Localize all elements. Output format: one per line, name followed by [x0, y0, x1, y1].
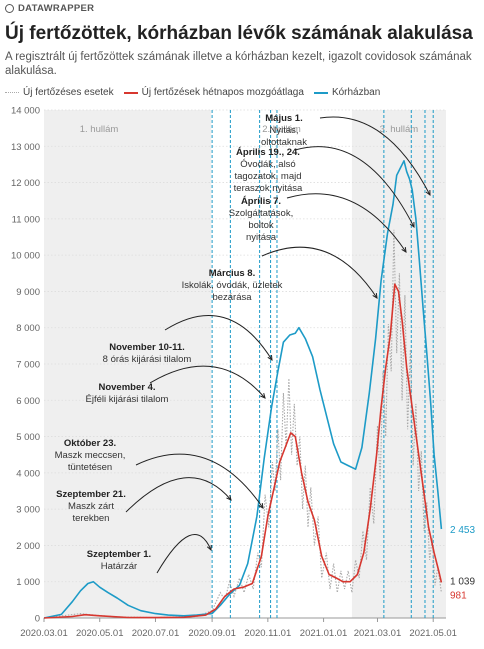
y-tick-label: 13 000 — [11, 142, 40, 153]
annotation-arrow — [261, 246, 378, 299]
y-tick-label: 14 000 — [11, 106, 40, 117]
legend-swatch-hospital — [313, 91, 328, 94]
legend-swatch-daily — [5, 92, 19, 93]
series-line-hospital — [43, 160, 443, 619]
y-tick-label: 1 000 — [16, 577, 40, 588]
wave-label-3: 3. hullám — [380, 124, 419, 135]
annotation-text: Iskolák, óvodák, üzletek — [182, 280, 283, 291]
y-tick-label: 6 000 — [16, 396, 40, 407]
annotation-text: oltottaknak — [261, 137, 307, 148]
annotation-text: 8 órás kijárási tilalom — [103, 354, 192, 365]
legend-swatch-avg — [123, 91, 138, 94]
annotation-text: Maszk meccsen, — [55, 450, 126, 461]
annotation-arrowhead — [409, 221, 415, 229]
annotation-arrow — [286, 193, 407, 253]
series-line-daily-cases — [43, 229, 442, 619]
annotation-title: Április 19., 24. — [236, 147, 300, 158]
annotation-title: Április 7. — [241, 196, 281, 207]
wave-label-1: 1. hullám — [80, 124, 119, 135]
series-line-moving-average — [43, 283, 443, 619]
annotation-arrowhead — [260, 393, 266, 399]
annotation-title: Szeptember 21. — [56, 489, 126, 500]
annotation-text: nyitása — [246, 232, 277, 243]
x-tick-label: 2021.01.01 — [300, 628, 348, 639]
annotation-arrow — [125, 477, 232, 513]
y-tick-label: 2 000 — [16, 541, 40, 552]
y-tick-label: 11 000 — [12, 214, 40, 225]
y-tick-label: 4 000 — [16, 468, 40, 479]
annotation-arrowhead — [226, 495, 232, 501]
x-tick-label: 2020.05.01 — [76, 628, 124, 639]
chart-subtitle: A regisztrált új fertőzöttek számának il… — [5, 51, 472, 77]
end-value-label: 981 — [450, 590, 467, 601]
annotation-text: Óvodák, alsó — [240, 159, 295, 170]
annotation-arrow — [149, 365, 266, 399]
legend: Új fertőzéses esetek Új fertőzések hétna… — [5, 87, 483, 98]
annotation-title: Szeptember 1. — [87, 549, 151, 560]
annotation-text: boltok — [248, 220, 274, 231]
y-tick-label: 12 000 — [11, 178, 40, 189]
annotation-text: Szolgáltatások, — [229, 208, 293, 219]
y-tick-label: 9 000 — [16, 287, 40, 298]
x-tick-label: 2021.05.01 — [409, 628, 457, 639]
end-value-label: 1 039 — [450, 576, 475, 587]
end-value-label: 2 453 — [450, 525, 475, 536]
annotation-arrow — [156, 533, 212, 574]
annotation-title: Március 8. — [209, 268, 255, 279]
annotation-arrow — [319, 116, 431, 196]
annotation-arrow — [164, 315, 273, 361]
annotation-text: teraszok nyitása — [234, 183, 303, 194]
annotation-title: Október 23. — [64, 438, 116, 449]
y-tick-label: 10 000 — [11, 251, 40, 262]
annotation-text: bezárása — [212, 292, 252, 303]
legend-label-daily: Új fertőzéses esetek — [23, 87, 114, 98]
annotation-text: Maszk zárt — [68, 501, 114, 512]
annotation-text: tagozatok, majd — [234, 171, 301, 182]
annotation-title: November 10-11. — [109, 342, 185, 353]
annotation-arrow — [135, 453, 264, 509]
x-tick-label: 2021.03.01 — [354, 628, 402, 639]
x-tick-label: 2020.03.01 — [20, 628, 68, 639]
y-tick-label: 8 000 — [16, 323, 40, 334]
x-tick-label: 2020.09.01 — [188, 628, 236, 639]
y-tick-label: 7 000 — [16, 360, 40, 371]
annotation-arrowhead — [401, 246, 407, 253]
brand: DATAWRAPPER — [5, 3, 94, 14]
annotation-title: November 4. — [98, 382, 155, 393]
annotation-arrowhead — [206, 544, 212, 552]
annotation-arrowhead — [425, 189, 431, 197]
annotation-text: Nyitás, — [269, 125, 298, 136]
legend-item-avg: Új fertőzések hétnapos mozgóátlaga — [123, 87, 304, 98]
annotation-text: Határzár — [101, 561, 137, 572]
legend-label-avg: Új fertőzések hétnapos mozgóátlaga — [141, 87, 304, 98]
wave-shade-1 — [44, 110, 212, 618]
datawrapper-logo-icon — [5, 4, 14, 13]
x-tick-label: 2020.11.01 — [244, 628, 291, 639]
brand-label: DATAWRAPPER — [18, 3, 95, 14]
x-tick-label: 2020.07.01 — [132, 628, 180, 639]
annotation-text: tüntetésen — [68, 462, 112, 473]
annotation-arrowhead — [258, 502, 264, 509]
y-tick-label: 3 000 — [16, 505, 40, 516]
annotation-arrow — [294, 146, 415, 228]
annotation-arrowhead — [267, 354, 273, 361]
annotation-text: terekben — [73, 513, 110, 524]
annotation-arrowhead — [372, 292, 378, 299]
legend-item-hospital: Kórházban — [313, 87, 381, 98]
legend-label-hospital: Kórházban — [331, 87, 381, 98]
chart-area: 0 1 000 2 000 3 000 4 000 5 000 6 000 7 000 8 00… — [11, 106, 476, 640]
annotation-title: Május 1. — [265, 113, 303, 124]
y-tick-label: 0 — [35, 614, 40, 625]
wave-label-2: 2. hullám — [262, 124, 301, 135]
y-tick-label: 5 000 — [16, 432, 40, 443]
chart-title: Új fertőzöttek, kórházban lévők számának… — [5, 23, 473, 44]
annotation-text: Éjféli kijárási tilalom — [86, 394, 169, 405]
legend-item-daily: Új fertőzéses esetek — [5, 87, 114, 98]
